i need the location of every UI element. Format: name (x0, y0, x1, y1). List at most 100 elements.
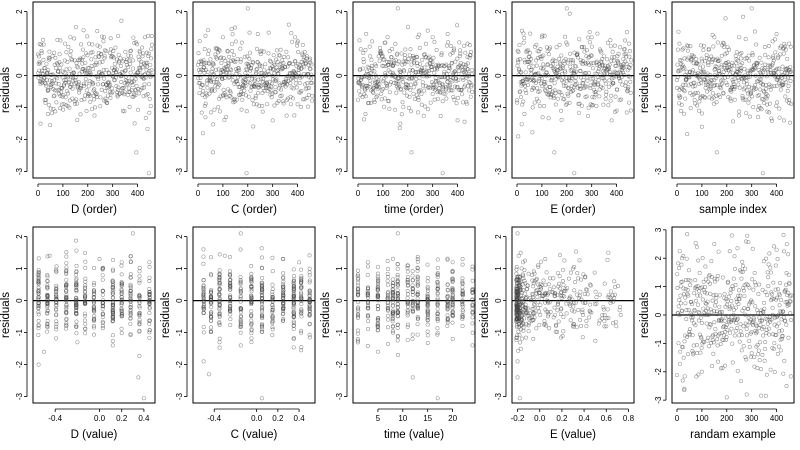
residual-point (748, 71, 753, 76)
residual-point (149, 56, 154, 61)
residual-point (270, 299, 275, 304)
residual-point (730, 119, 735, 124)
residual-point (762, 358, 767, 363)
residual-point (516, 253, 521, 258)
residual-point (450, 304, 455, 309)
residual-point (779, 44, 784, 49)
residual-point (201, 261, 206, 266)
residual-point (765, 321, 770, 326)
residual-point (600, 316, 605, 321)
residual-point (400, 100, 405, 105)
residual-point (773, 73, 778, 78)
residual-point (461, 62, 466, 67)
residual-point (45, 283, 50, 288)
y-axis-title: residuals (639, 292, 651, 338)
residual-point (601, 305, 606, 310)
residual-point (299, 293, 304, 298)
residual-point (535, 306, 540, 311)
residual-point (628, 90, 633, 95)
residual-point (785, 57, 790, 62)
residual-point (391, 310, 396, 315)
residual-point (549, 78, 554, 83)
residual-point (581, 72, 586, 77)
residual-point (420, 83, 425, 88)
residual-point (110, 295, 115, 300)
residual-point (359, 77, 364, 82)
residual-point (681, 88, 686, 93)
residual-point (690, 54, 695, 59)
residual-point (533, 71, 538, 76)
residual-point (559, 108, 564, 113)
residual-point (217, 291, 222, 296)
residual-point (259, 283, 264, 288)
residual-point (228, 294, 233, 299)
residual-points (355, 6, 475, 176)
residual-point (299, 291, 304, 296)
residual-point (746, 53, 751, 58)
residual-point (38, 121, 43, 126)
residual-point (249, 340, 254, 345)
residual-point (460, 68, 465, 73)
residual-point (598, 48, 603, 53)
residual-point (759, 60, 764, 65)
residual-point (432, 97, 437, 102)
residual-point (697, 270, 702, 275)
residual-point (217, 299, 222, 304)
residual-point (128, 299, 133, 304)
residual-point (579, 324, 584, 329)
residual-point (563, 70, 568, 75)
residual-point (693, 71, 698, 76)
residual-point (201, 247, 206, 252)
x-tick-label: 0.2 (116, 414, 128, 423)
plot-frame (192, 226, 316, 404)
residual-point (744, 327, 749, 332)
plot-frame (32, 226, 156, 404)
residual-point (45, 70, 50, 75)
residual-point (757, 93, 762, 98)
residual-point (456, 69, 461, 74)
residual-point (515, 58, 520, 63)
residual-point (578, 58, 583, 63)
residual-point (147, 82, 152, 87)
residual-point (144, 60, 149, 65)
y-tick-label: 2 (175, 234, 184, 239)
residual-point (270, 325, 275, 330)
residual-point (774, 31, 779, 36)
residual-point (277, 81, 282, 86)
residual-point (566, 58, 571, 63)
residual-point (366, 72, 371, 77)
residual-point (767, 332, 772, 337)
y-axis-title: residuals (320, 67, 332, 113)
residual-point (629, 58, 634, 63)
residual-point (78, 112, 83, 117)
residual-point (441, 91, 446, 96)
residual-point (395, 338, 400, 343)
residual-point (74, 283, 79, 288)
y-tick-label: 0 (15, 73, 24, 78)
residual-point (139, 59, 144, 64)
residual-point (247, 56, 252, 61)
y-tick-label: 2 (494, 234, 503, 239)
residual-point (74, 238, 79, 243)
residual-point (695, 90, 700, 95)
x-tick-label: 10 (398, 414, 407, 423)
residual-point (147, 328, 152, 333)
x-axis-title: E (value) (550, 429, 596, 441)
residual-point (415, 110, 420, 115)
residual-point (238, 343, 243, 348)
residual-point (425, 69, 430, 74)
residual-point (64, 298, 69, 303)
residual-point (453, 59, 458, 64)
residual-point (782, 70, 787, 75)
residual-point (205, 69, 210, 74)
residual-point (550, 76, 555, 81)
residual-point (678, 349, 683, 354)
residual-point (217, 297, 222, 302)
y-tick-label: 0 (335, 298, 344, 303)
residual-point (228, 58, 233, 63)
residual-point (238, 247, 243, 252)
residual-point (447, 84, 452, 89)
residual-point (208, 318, 213, 323)
residual-point (558, 253, 563, 258)
residual-point (137, 300, 142, 305)
